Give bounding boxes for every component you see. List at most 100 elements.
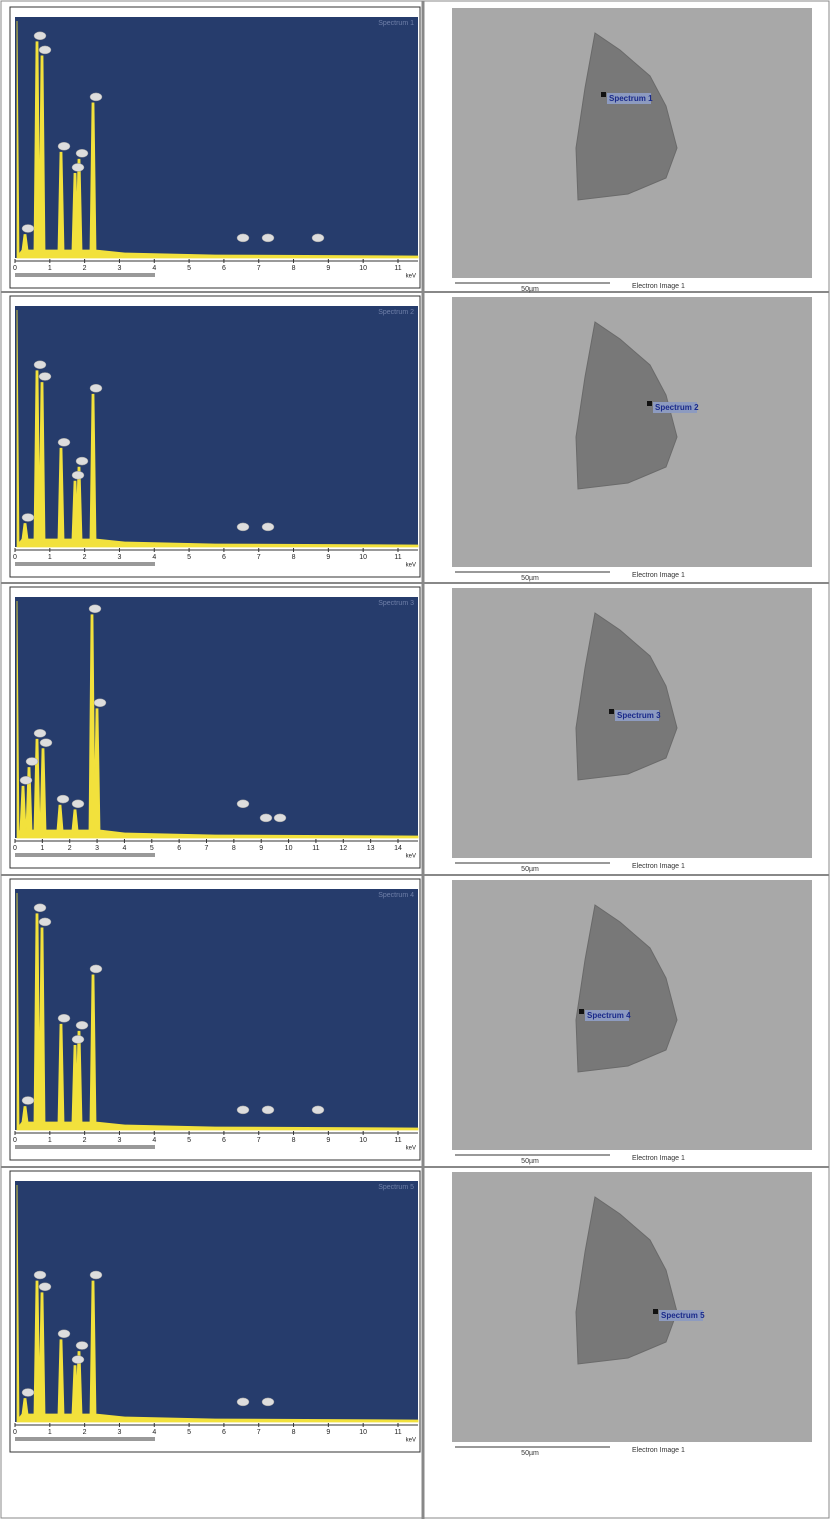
- marker-label-bg: [585, 1010, 629, 1021]
- peak-label: [261, 1105, 275, 1115]
- x-tick-label: 11: [394, 265, 401, 272]
- particle: [575, 32, 678, 201]
- peak-label: [38, 1282, 52, 1291]
- x-tick-label: 10: [359, 554, 367, 561]
- peak-label: [33, 360, 47, 369]
- x-tick-label: 12: [339, 845, 347, 852]
- x-unit: keV: [406, 563, 416, 569]
- x-tick-label: 10: [359, 1137, 367, 1144]
- peak-label: [71, 470, 85, 480]
- scale-bar-label: 50µm: [521, 575, 539, 582]
- peak-label: [236, 799, 250, 809]
- spectrum-title: Spectrum 3: [378, 600, 414, 607]
- peak-label: [75, 1341, 89, 1350]
- peak-label: [39, 738, 53, 747]
- x-tick-label: 2: [83, 1137, 87, 1144]
- scale-bar-label: 50µm: [521, 1158, 539, 1165]
- x-tick-label: 9: [326, 1429, 330, 1436]
- image-caption: Electron Image 1: [632, 863, 685, 870]
- x-tick-label: 10: [359, 1429, 367, 1436]
- peak-label: [38, 45, 52, 55]
- x-tick-label: 2: [68, 845, 72, 852]
- x-tick-label: 7: [257, 554, 261, 561]
- x-tick-label: 2: [83, 554, 87, 561]
- peak-label: [236, 522, 250, 532]
- scale-bar-label: 50µm: [521, 1450, 539, 1457]
- peak-label: [57, 438, 71, 447]
- marker-label: Spectrum 4: [587, 1011, 631, 1020]
- x-tick-label: 5: [187, 265, 191, 272]
- particle: [575, 904, 678, 1073]
- spectrum-trace: [16, 1184, 419, 1423]
- peak-label: [71, 1035, 85, 1044]
- x-tick-label: 4: [152, 554, 156, 561]
- x-tick-label: 5: [150, 845, 154, 852]
- spectrum-title: Spectrum 4: [378, 892, 414, 899]
- peak-label: [21, 513, 35, 522]
- x-tick-label: 5: [187, 1429, 191, 1436]
- peak-label: [21, 1388, 35, 1397]
- x-tick-label: 10: [359, 265, 367, 272]
- x-tick-label: 4: [122, 845, 126, 852]
- x-tick-label: 8: [292, 1137, 296, 1144]
- marker: [579, 1009, 584, 1014]
- spectrum-trace: [16, 600, 419, 839]
- peak-label: [236, 1105, 250, 1115]
- peak-label: [21, 1096, 35, 1105]
- peak-label: [57, 1014, 71, 1023]
- peak-label: [259, 813, 273, 823]
- peak-label: [261, 233, 275, 243]
- peak-label: [33, 903, 47, 913]
- image-caption: Electron Image 1: [632, 1155, 685, 1162]
- x-tick-label: 9: [326, 1137, 330, 1144]
- peak-label: [71, 799, 85, 809]
- x-tick-label: 2: [83, 265, 87, 272]
- x-tick-label: 4: [152, 265, 156, 272]
- spectrum-trace: [16, 20, 419, 259]
- peak-label: [75, 456, 89, 466]
- peak-label: [33, 729, 47, 738]
- x-tick-label: 8: [292, 554, 296, 561]
- x-tick-label: 6: [222, 1429, 226, 1436]
- x-unit: keV: [406, 854, 416, 860]
- marker-label: Spectrum 3: [617, 711, 661, 720]
- peak-label: [311, 1105, 325, 1115]
- marker: [609, 709, 614, 714]
- peak-label: [56, 794, 70, 804]
- spectrum-title: Spectrum 1: [378, 20, 414, 27]
- x-tick-label: 0: [13, 1137, 17, 1144]
- particle: [575, 612, 678, 781]
- x-tick-label: 7: [257, 265, 261, 272]
- status-line: [15, 1145, 155, 1149]
- marker-label-bg: [615, 710, 659, 721]
- x-tick-label: 9: [326, 265, 330, 272]
- x-tick-label: 3: [95, 845, 99, 852]
- peak-label: [57, 1329, 71, 1338]
- x-tick-label: 8: [232, 845, 236, 852]
- peak-label: [89, 384, 103, 393]
- spectrum-plot: [15, 306, 418, 547]
- spectrum-trace: [16, 892, 419, 1131]
- status-line: [15, 562, 155, 566]
- x-tick-label: 6: [222, 265, 226, 272]
- peak-label: [25, 757, 39, 766]
- peak-label: [261, 522, 275, 532]
- peak-label: [38, 372, 52, 381]
- peak-label: [71, 1355, 85, 1364]
- particle: [575, 1196, 678, 1365]
- x-tick-label: 8: [292, 265, 296, 272]
- x-tick-label: 9: [259, 845, 263, 852]
- peak-label: [19, 776, 33, 785]
- status-line: [15, 1437, 155, 1441]
- x-tick-label: 6: [177, 845, 181, 852]
- image-caption: Electron Image 1: [632, 283, 685, 290]
- peak-label: [236, 233, 250, 243]
- x-tick-label: 1: [48, 1429, 52, 1436]
- spectrum-plot: [15, 889, 418, 1130]
- x-tick-label: 4: [152, 1429, 156, 1436]
- spectrum-trace: [16, 309, 419, 548]
- x-tick-label: 1: [48, 554, 52, 561]
- x-tick-label: 7: [257, 1137, 261, 1144]
- x-tick-label: 1: [48, 265, 52, 272]
